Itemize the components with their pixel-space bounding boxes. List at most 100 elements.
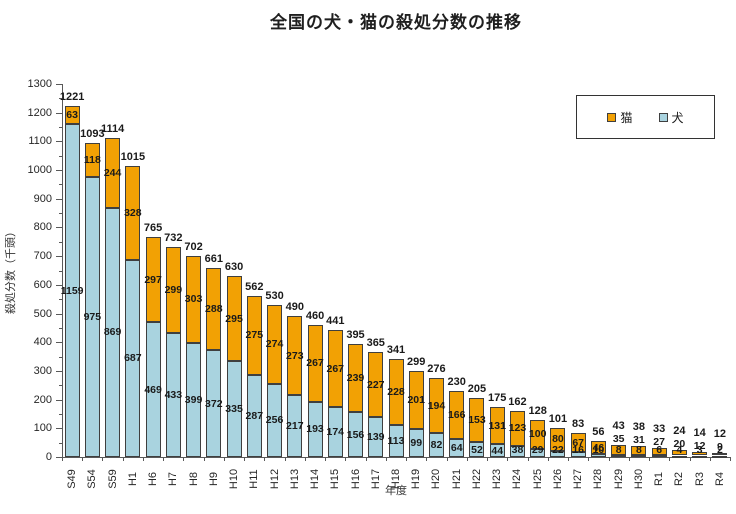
- cat-bar-segment: [509, 410, 525, 447]
- x-category-label: R2: [673, 471, 686, 487]
- x-category-label: H19: [410, 468, 423, 490]
- y-tick: [59, 241, 62, 243]
- cat-bar-segment: [287, 316, 303, 395]
- y-tick: [59, 356, 62, 358]
- cat-value-label: 12: [693, 440, 706, 453]
- x-tick: [487, 457, 489, 461]
- cat-value-label: 239: [346, 371, 365, 384]
- cat-value-label: 274: [265, 338, 284, 351]
- cat-bar-segment: [469, 398, 485, 443]
- dog-value-label: 287: [245, 409, 264, 422]
- x-category-label: H20: [430, 468, 443, 490]
- cat-bar-segment: [712, 452, 728, 456]
- dog-bar-segment: [388, 424, 404, 457]
- x-tick: [709, 457, 711, 461]
- y-tick: [56, 112, 62, 114]
- dog-bar-segment: [125, 259, 141, 457]
- x-category-label: H13: [288, 468, 301, 490]
- x-tick: [345, 457, 347, 461]
- y-tick: [56, 457, 62, 458]
- x-tick: [223, 457, 225, 461]
- cat-value-label: 80: [552, 433, 564, 446]
- dog-bar-segment: [408, 428, 424, 457]
- dog-bar-segment: [611, 454, 627, 457]
- cat-value-label: 328: [124, 206, 142, 219]
- y-tick-label: 500: [33, 307, 52, 320]
- x-category-label: H22: [470, 468, 483, 490]
- cat-value-label: 46: [592, 441, 605, 454]
- cat-bar-segment: [186, 255, 202, 343]
- dog-value-label: 22: [552, 444, 564, 456]
- y-tick: [56, 313, 62, 315]
- y-tick-label: 700: [33, 250, 52, 263]
- x-tick: [588, 457, 590, 461]
- dog-value-label: 372: [205, 397, 223, 410]
- total-value-label: 1114: [100, 122, 125, 135]
- dog-bar-segment: [145, 322, 161, 457]
- x-category-label: S59: [106, 469, 119, 489]
- dog-value-label: 8: [615, 444, 622, 456]
- dog-bar-segment: [64, 124, 80, 457]
- x-tick: [628, 457, 630, 461]
- dog-bar-segment: [327, 407, 343, 457]
- dog-bar-segment: [226, 360, 242, 457]
- y-tick: [56, 399, 62, 401]
- dog-value-label: 975: [83, 311, 102, 324]
- cat-value-label: 275: [245, 329, 264, 342]
- x-category-label: H9: [207, 471, 220, 487]
- dog-bar-segment: [307, 401, 323, 457]
- x-tick: [284, 457, 286, 461]
- dog-value-label: 16: [572, 444, 585, 456]
- cat-bar-segment: [428, 377, 444, 434]
- legend-entry-dog: 犬: [658, 109, 684, 126]
- total-value-label: 276: [427, 362, 446, 375]
- x-category-label: H30: [632, 468, 645, 490]
- dog-value-label: 869: [103, 326, 122, 339]
- dog-bar-segment: [186, 342, 202, 457]
- y-tick: [59, 127, 62, 129]
- cat-value-label: 295: [225, 312, 243, 325]
- cat-value-label: 67: [572, 436, 585, 449]
- dog-value-label: 82: [430, 439, 443, 452]
- dog-series-swatch-icon: [658, 112, 668, 122]
- dog-value-label: 4: [676, 444, 683, 456]
- total-value-label: 101: [548, 412, 568, 425]
- y-tick-label: 1100: [28, 135, 52, 148]
- x-tick: [163, 457, 165, 461]
- dog-bar-segment: [287, 394, 303, 457]
- cat-value-label: 118: [83, 154, 101, 167]
- x-category-label: R1: [653, 471, 666, 487]
- x-category-label: H7: [167, 471, 180, 487]
- x-category-label: H8: [187, 471, 200, 487]
- x-category-label: H11: [248, 469, 261, 489]
- cat-bar-segment: [125, 165, 141, 260]
- total-value-label: 630: [224, 261, 244, 274]
- y-tick: [59, 184, 62, 186]
- dog-value-label: 193: [306, 423, 324, 436]
- total-value-label: 230: [447, 376, 466, 388]
- dog-bar-segment: [469, 442, 485, 457]
- total-value-label: 24: [673, 424, 686, 437]
- cat-value-label: 131: [488, 419, 506, 432]
- cat-value-label: 166: [447, 408, 466, 421]
- dog-bar-segment: [530, 448, 546, 457]
- x-tick: [142, 457, 144, 461]
- dog-value-label: 99: [410, 436, 423, 449]
- dog-value-label: 113: [387, 434, 405, 447]
- dog-bar-segment: [165, 332, 181, 457]
- dog-bar-segment: [671, 455, 687, 458]
- total-value-label: 128: [528, 404, 547, 417]
- cat-value-label: 100: [528, 428, 547, 441]
- cat-bar-segment: [611, 444, 627, 455]
- x-category-label: R3: [693, 471, 706, 487]
- x-category-label: S54: [86, 469, 99, 489]
- cat-value-label: 228: [387, 385, 405, 398]
- cat-value-label: 273: [286, 349, 304, 362]
- cat-series-swatch-icon: [607, 112, 617, 122]
- dog-bar-segment: [489, 444, 505, 457]
- total-value-label: 341: [386, 344, 406, 357]
- x-tick: [446, 457, 448, 461]
- cat-bar-segment: [165, 246, 181, 333]
- x-tick: [183, 457, 185, 461]
- cat-bar-segment: [206, 267, 222, 351]
